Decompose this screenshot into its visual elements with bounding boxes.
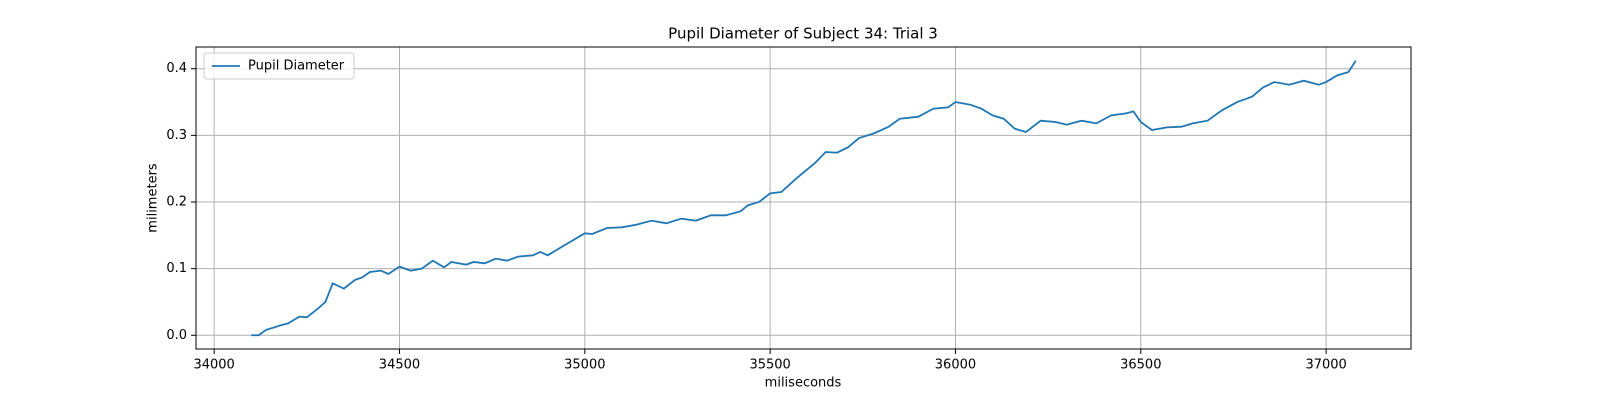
y-tick-label: 0.3 — [166, 128, 187, 143]
data-line — [251, 60, 1357, 337]
y-tick-label: 0.1 — [166, 261, 187, 276]
x-tick-label: 36500 — [1120, 358, 1161, 373]
y-tick-label: 0.2 — [166, 194, 187, 209]
x-axis-label: miliseconds — [765, 376, 842, 391]
x-tick-label: 36000 — [935, 358, 976, 373]
plot-frame — [195, 46, 1412, 350]
x-tick-label: 35500 — [749, 358, 790, 373]
x-tick-label: 34500 — [379, 358, 420, 373]
y-tick-label: 0.4 — [166, 61, 187, 76]
legend-box — [203, 52, 355, 80]
x-tick-label: 34000 — [193, 358, 234, 373]
x-tick-label: 35000 — [564, 358, 605, 373]
legend-label: Pupil Diameter — [248, 59, 345, 74]
y-tick-label: 0.0 — [166, 328, 187, 343]
chart-title: Pupil Diameter of Subject 34: Trial 3 — [668, 25, 938, 43]
y-axis-label: milimeters — [146, 163, 161, 233]
x-tick-label: 37000 — [1305, 358, 1346, 373]
